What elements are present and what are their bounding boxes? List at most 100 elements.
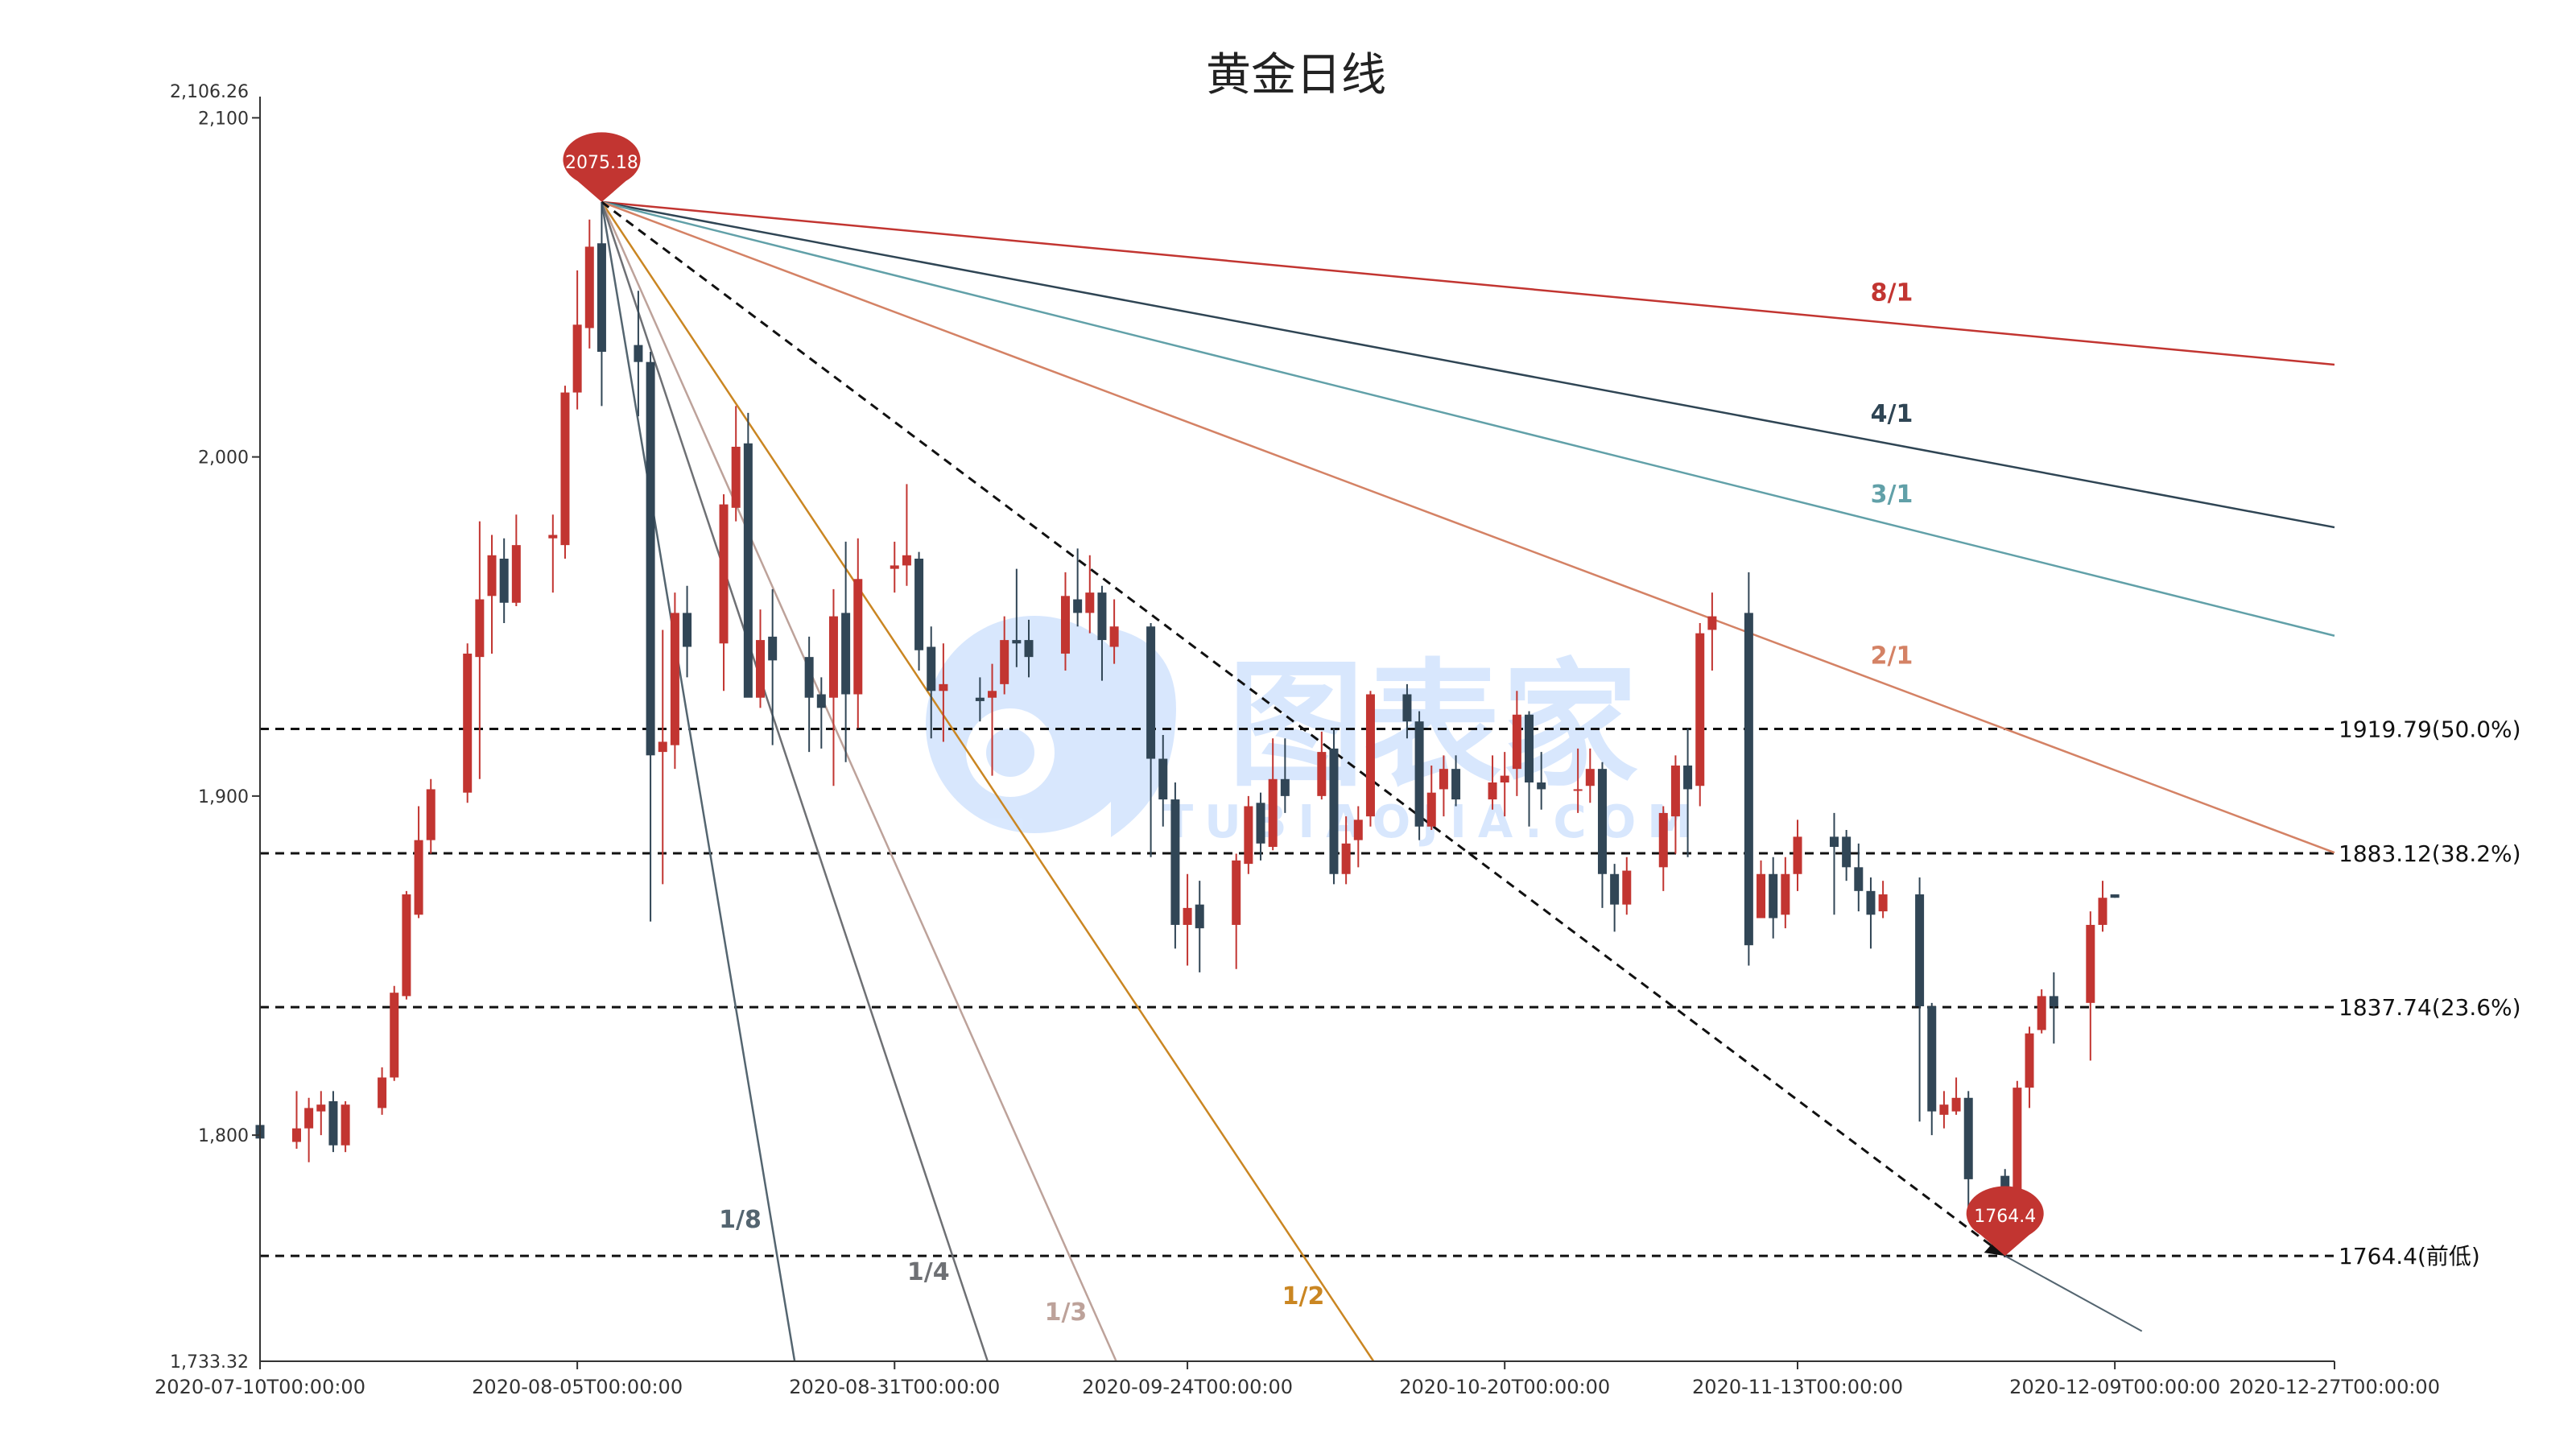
fan-label: 3/1 (1871, 481, 1913, 509)
candle-body (1781, 873, 1790, 915)
candle-body (731, 446, 741, 508)
candle-body (1500, 775, 1509, 783)
price-marker-label: 2075.18 (565, 153, 638, 173)
candle-body (1256, 803, 1265, 844)
candle-body (1537, 782, 1546, 790)
candle-body (597, 243, 606, 353)
candle-body (341, 1104, 350, 1146)
x-tick-label: 2020-08-31T00:00:00 (789, 1376, 1000, 1398)
candle-body (768, 636, 778, 661)
candle-body (426, 789, 436, 840)
candle-body (1426, 792, 1436, 827)
candle-body (804, 657, 814, 698)
fan-label: 1/4 (907, 1258, 950, 1286)
candle-body (1280, 778, 1290, 796)
candle-body (1525, 714, 1534, 783)
level-label: 1837.74(23.6%) (2339, 994, 2521, 1021)
candle-body (475, 599, 485, 658)
candle-body (1158, 758, 1168, 800)
chart-title: 黄金日线 (1206, 49, 1386, 101)
candle-body (2013, 1088, 2022, 1213)
x-tick-label: 2020-12-27T00:00:00 (2229, 1376, 2440, 1398)
candle-body (1365, 694, 1375, 817)
candle-body (1585, 769, 1595, 786)
candle-body (1597, 769, 1607, 874)
candle-body (670, 613, 679, 745)
candle-body (816, 694, 826, 708)
y-tick-label: 2,000 (198, 448, 249, 469)
candle-body (1878, 894, 1888, 912)
candle-body (1244, 806, 1253, 865)
candle-body (402, 894, 411, 997)
candle-body (634, 345, 643, 362)
candle-body (304, 1108, 314, 1129)
candle-body (1451, 769, 1461, 800)
candle-body (890, 565, 899, 569)
candle-body (1170, 799, 1180, 925)
candle-body (572, 324, 582, 393)
candle-body (719, 504, 729, 644)
candle-body (1842, 836, 1852, 868)
candle-body (1024, 640, 1034, 658)
candle-body (841, 613, 851, 695)
candle-body (1915, 894, 1925, 1007)
x-tick-label: 2020-09-24T00:00:00 (1082, 1376, 1293, 1398)
price-marker-pin (563, 132, 641, 202)
candle-body (1744, 613, 1753, 946)
candle-body (1146, 626, 1156, 759)
y-tick-label: 2,100 (198, 109, 249, 129)
candle-body (1414, 721, 1424, 827)
candle-body (1963, 1097, 1973, 1179)
candle-body (1757, 873, 1766, 919)
candle-body (584, 246, 594, 328)
candle-body (853, 579, 863, 695)
candle-body (2025, 1033, 2034, 1088)
x-tick-label: 2020-08-05T00:00:00 (472, 1376, 683, 1398)
candle-body (1183, 907, 1192, 925)
candle-body (1329, 748, 1339, 874)
candle-body (1695, 633, 1705, 786)
candle-body (1073, 599, 1083, 613)
candle-body (988, 691, 997, 698)
candle-body (1439, 769, 1448, 790)
fan-label: 1/2 (1282, 1282, 1325, 1311)
candle-body (414, 840, 423, 915)
candle-body (975, 697, 985, 701)
candle-body (1085, 592, 1095, 613)
fan-line (601, 201, 796, 1362)
candle-body (646, 361, 655, 756)
candle-body (378, 1077, 387, 1108)
fan-line (601, 200, 2335, 366)
candle-body (1866, 890, 1876, 915)
candle-body (1707, 616, 1717, 630)
candle-body (1402, 694, 1412, 722)
candle-body (1622, 870, 1632, 905)
y-min-label: 1,733.32 (170, 1352, 249, 1373)
fan-label: 2/1 (1871, 642, 1913, 671)
fan-line (601, 201, 1375, 1362)
fan-line (601, 200, 2335, 637)
candle-body (756, 640, 766, 698)
candle-body (316, 1104, 326, 1112)
candle-body (499, 558, 509, 603)
x-tick-label: 2020-11-13T00:00:00 (1692, 1376, 1903, 1398)
x-tick-label: 2020-10-20T00:00:00 (1399, 1376, 1610, 1398)
y-tick-label: 1,800 (198, 1126, 249, 1146)
fan-label: 1/3 (1045, 1298, 1088, 1327)
candle-body (1939, 1104, 1949, 1115)
candle-body (1829, 836, 1839, 848)
candle-body (2086, 924, 2095, 1003)
watermark-logo (926, 616, 1176, 837)
fan-line (601, 201, 989, 1362)
candle-body (1488, 782, 1497, 800)
candle-body (1341, 843, 1351, 874)
candle-body (1000, 640, 1009, 684)
candle-body (1195, 904, 1204, 929)
candle-body (328, 1100, 338, 1146)
candle-body (1793, 836, 1802, 874)
candle-body (1927, 1006, 1937, 1112)
candle-body (1097, 592, 1107, 641)
candle-body (902, 555, 911, 566)
candle-body (560, 392, 570, 546)
